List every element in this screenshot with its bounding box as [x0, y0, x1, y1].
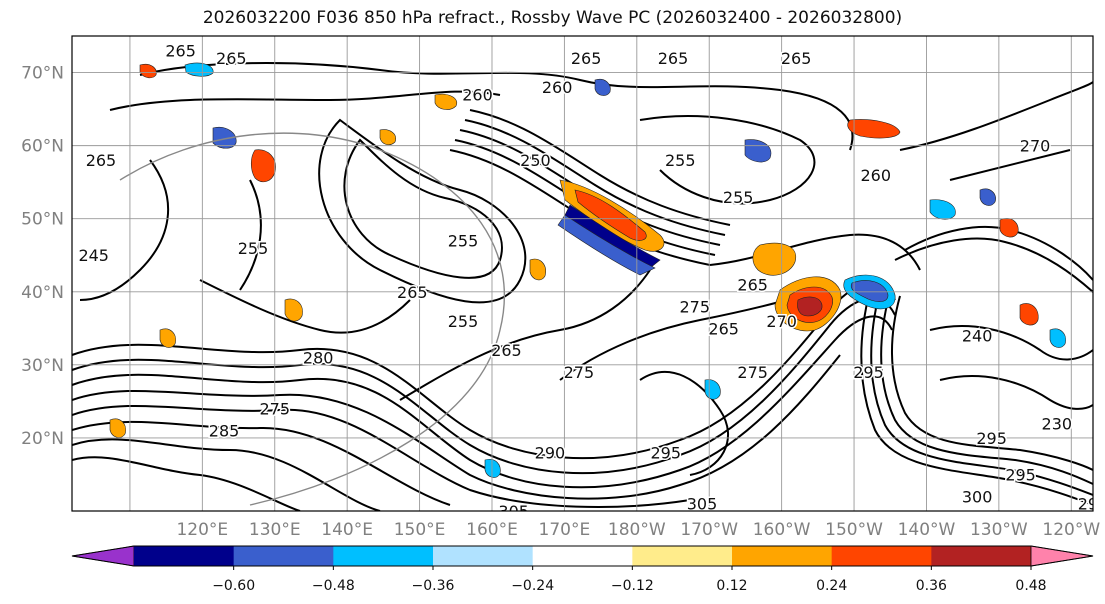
map-area[interactable]: 265 265 265 265 265 260 260 265 250 255 255 260 270 2… [72, 36, 1105, 521]
contour-label: 295 [853, 363, 884, 382]
colorbar-tick-label: 0.48 [1015, 578, 1046, 594]
contour-label: 295 [976, 429, 1007, 448]
contour-label: 265 [165, 42, 196, 61]
lon-label: 130°W [970, 520, 1028, 540]
lon-label: 160°E [466, 520, 518, 540]
contour-label: 260 [462, 85, 493, 104]
lat-label: 40°N [21, 283, 64, 303]
lon-label: 140°W [898, 520, 956, 540]
contour-label: 270 [766, 312, 797, 331]
map-title: 2026032200 F036 850 hPa refract., Rossby… [202, 8, 903, 28]
contour-label: 275 [737, 363, 768, 382]
contour-label: 275 [564, 363, 595, 382]
contour-label: 290 [535, 444, 566, 463]
contour-label: 300 [962, 487, 993, 506]
contour-label: 260 [860, 166, 891, 185]
contour-label: 270 [1020, 137, 1051, 156]
colorbar-segment [333, 546, 434, 566]
colorbar-tick-label: −0.36 [412, 578, 455, 594]
map-frame [71, 35, 1094, 512]
contour-label: 255 [448, 312, 479, 331]
lat-label: 30°N [21, 356, 64, 376]
contour-label: 230 [1042, 414, 1073, 433]
lon-label: 120°E [176, 520, 228, 540]
colorbar-segment [532, 546, 633, 566]
great-circle-line [119, 132, 505, 506]
colorbar-tick-label: −0.60 [212, 578, 255, 594]
contour-label: 255 [723, 188, 754, 207]
colorbar-tick-label: 0.24 [816, 578, 847, 594]
contour-label: 265 [491, 341, 522, 360]
contour-label: 265 [216, 49, 247, 68]
contour-label: 265 [86, 151, 117, 170]
lat-label: 60°N [21, 137, 64, 157]
colorbar-segment [831, 546, 932, 566]
lon-label: 150°E [394, 520, 446, 540]
colorbar-segment [732, 546, 833, 566]
contour-label: 245 [78, 246, 109, 265]
colorbar: −0.60 −0.48 −0.36 −0.24 −0.12 0.12 0.24 0.36 0.4… [71, 545, 1094, 594]
contour-label: 280 [303, 349, 334, 368]
contour-label: 270 [1092, 93, 1105, 112]
contour-label: 265 [571, 49, 602, 68]
graticule-grid [72, 36, 1093, 511]
contour-label: 265 [708, 319, 739, 338]
contour-label: 305 [687, 495, 718, 514]
lat-label: 70°N [21, 64, 64, 84]
contour-label: 295 [1005, 465, 1036, 484]
lon-label: 170°W [680, 520, 738, 540]
contour-label: 285 [209, 422, 240, 441]
contour-label: 295 [1078, 495, 1105, 514]
lon-label: 120°W [1042, 520, 1100, 540]
contour-label: 255 [448, 232, 479, 251]
contour-label: 260 [542, 78, 573, 97]
colorbar-segment [233, 546, 334, 566]
colorbar-tick-label: 0.12 [716, 578, 747, 594]
colorbar-outline [71, 545, 1094, 567]
contour-label: 265 [397, 283, 428, 302]
contour-label: 275 [259, 400, 290, 419]
lon-label: 150°W [825, 520, 883, 540]
colorbar-extend-high [1030, 545, 1094, 567]
lon-label: 170°E [539, 520, 591, 540]
contour-label: 240 [962, 327, 993, 346]
contour-lines [72, 62, 1093, 511]
lon-label: 160°W [753, 520, 811, 540]
colorbar-segment [134, 546, 235, 566]
lat-label: 20°N [21, 429, 64, 449]
colorbar-tick-label: −0.24 [511, 578, 554, 594]
colorbar-segment [931, 546, 1032, 566]
lon-label: 180°W [608, 520, 666, 540]
contour-label: 265 [737, 275, 768, 294]
contour-label: 255 [238, 239, 269, 258]
latitude-axis: 70°N 60°N 50°N 40°N 30°N 20°N [21, 64, 64, 449]
contour-label: 265 [781, 49, 812, 68]
contour-label: 255 [665, 151, 696, 170]
colorbar-segment [433, 546, 534, 566]
contour-label: 275 [679, 297, 710, 316]
colorbar-tick-label: 0.36 [916, 578, 947, 594]
contour-labels: 265 265 265 265 265 260 260 265 250 255 255 260 270 2… [77, 40, 1105, 521]
lat-label: 50°N [21, 210, 64, 230]
colorbar-extend-low [71, 545, 135, 567]
contour-label: 250 [520, 151, 551, 170]
lon-label: 140°E [321, 520, 373, 540]
colorbar-tick-label: −0.12 [611, 578, 654, 594]
colorbar-segment [632, 546, 733, 566]
colorbar-tick-label: −0.48 [312, 578, 355, 594]
longitude-axis: 120°E 130°E 140°E 150°E 160°E 170°E 180°W 170°W… [176, 520, 1100, 540]
contour-label: 295 [650, 444, 681, 463]
anomaly-shading [109, 62, 1066, 478]
contour-label: 265 [658, 49, 689, 68]
lon-label: 130°E [249, 520, 301, 540]
contour-label: 305 [498, 502, 529, 521]
